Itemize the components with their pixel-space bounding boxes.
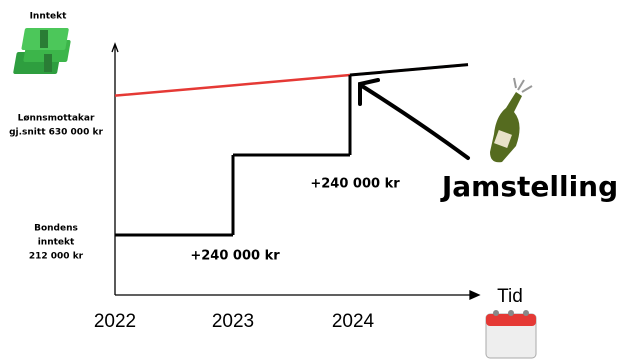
step-segment [349, 63, 469, 77]
step-label: +240 000 kr [190, 249, 280, 264]
pointer-arrow [358, 78, 470, 160]
step-label: +240 000 kr [310, 177, 400, 192]
x-tick-label: 2022 [94, 311, 136, 332]
x-tick-label: 2023 [212, 311, 254, 332]
highlight-label: Jamstelling [440, 170, 618, 203]
axes [111, 42, 481, 301]
x-axis-label: Tid [497, 286, 523, 307]
calendar-icon [485, 310, 537, 359]
series-label: inntekt [38, 238, 75, 248]
series-label: gj.snitt 630 000 kr [9, 128, 103, 138]
series-label: Lønnsmottakar [18, 114, 95, 124]
series-label: 212 000 kr [29, 252, 84, 262]
series-label: Bondens [34, 224, 78, 234]
money-icon [13, 28, 71, 74]
x-tick-label: 2024 [332, 311, 375, 332]
champagne-icon [490, 77, 533, 163]
chart-title: Inntekt [30, 12, 68, 22]
